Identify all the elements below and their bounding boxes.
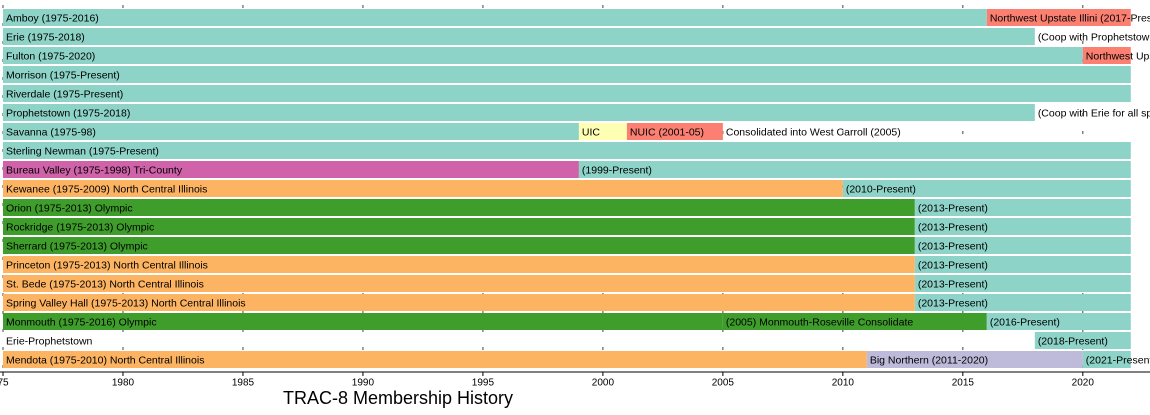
bar-segment xyxy=(578,123,627,140)
bar-segment xyxy=(1082,351,1131,368)
bar-segment xyxy=(866,351,1083,368)
segment-label: Savanna (1975-98) xyxy=(6,126,96,138)
bar-segment xyxy=(3,161,579,178)
bar-segment xyxy=(3,123,579,140)
segment-label: Orion (1975-2013) Olympic xyxy=(6,202,133,214)
segment-label: NUIC (2001-05) xyxy=(630,126,704,138)
bar-segment xyxy=(578,161,1131,178)
segment-label: Erie-Prophetstown xyxy=(6,335,93,347)
segment-label: Mendota (1975-2010) North Central Illino… xyxy=(6,354,204,366)
segment-label: (2010-Present) xyxy=(846,183,916,195)
segment-label: (2013-Present) xyxy=(918,240,988,252)
bar-segment xyxy=(3,218,915,235)
segment-label: Princeton (1975-2013) North Central Illi… xyxy=(6,259,208,271)
bar-segment xyxy=(914,294,1131,311)
segment-label: (2018-Present) xyxy=(1038,335,1108,347)
bar-segment xyxy=(914,237,1131,254)
bar-segment xyxy=(3,237,915,254)
segment-label: Sherrard (1975-2013) Olympic xyxy=(6,240,148,252)
segment-label: Fulton (1975-2020) xyxy=(6,50,95,62)
bar-segment xyxy=(3,275,915,292)
bar-segment xyxy=(3,9,987,26)
segment-label: St. Bede (1975-2013) North Central Illin… xyxy=(6,278,204,290)
segment-label: Erie (1975-2018) xyxy=(6,31,85,43)
bar-segment xyxy=(914,256,1131,273)
bar-segment xyxy=(3,104,1035,121)
segment-label: Northwest Upstate Illini (2021-Present) xyxy=(1086,50,1150,62)
bar-segment xyxy=(3,313,723,330)
bar-segment xyxy=(914,199,1131,216)
bar-segment xyxy=(626,123,723,140)
bar-segment xyxy=(3,66,1131,83)
bar-segment xyxy=(1082,47,1131,64)
segment-label: Spring Valley Hall (1975-2013) North Cen… xyxy=(6,297,246,309)
segment-label: (2021-Present) xyxy=(1086,354,1150,366)
bar-segment xyxy=(3,47,1083,64)
segment-label: Sterling Newman (1975-Present) xyxy=(6,145,159,157)
segment-label: Kewanee (1975-2009) North Central Illino… xyxy=(6,183,207,195)
bar-segment xyxy=(986,9,1131,26)
bar-segment xyxy=(986,313,1131,330)
x-tick-label: 1980 xyxy=(112,378,135,389)
segment-label: (Coop with Prophetstown for all sports) xyxy=(1038,31,1150,43)
segment-label: (1999-Present) xyxy=(582,164,652,176)
bar-segment xyxy=(3,28,1035,45)
segment-label: (2013-Present) xyxy=(918,278,988,290)
segment-label: Rockridge (1975-2013) Olympic xyxy=(6,221,154,233)
segment-label: Prophetstown (1975-2018) xyxy=(6,107,130,119)
segment-label: UIC xyxy=(582,126,601,138)
segment-label: Big Northern (2011-2020) xyxy=(870,354,988,366)
x-tick-label: 2015 xyxy=(952,378,975,389)
bar-segment xyxy=(914,218,1131,235)
x-tick-label: 1985 xyxy=(232,378,255,389)
x-tick-label: 1990 xyxy=(352,378,375,389)
x-tick-label: 2020 xyxy=(1072,378,1095,389)
bar-segment xyxy=(3,180,843,197)
segment-label: (2013-Present) xyxy=(918,297,988,309)
segment-label: (Coop with Erie for all sports) xyxy=(1038,107,1150,119)
x-tick-label: 2010 xyxy=(832,378,855,389)
bar-segment xyxy=(3,199,915,216)
segment-label: Bureau Valley (1975-1998) Tri-County xyxy=(6,164,183,176)
x-tick-label: 1995 xyxy=(472,378,495,389)
segment-label: Morrison (1975-Present) xyxy=(6,69,120,81)
segment-label: Monmouth (1975-2016) Olympic xyxy=(6,316,157,328)
bar-segment xyxy=(3,142,1131,159)
segment-label: Amboy (1975-2016) xyxy=(6,12,99,24)
bar-segment xyxy=(722,313,987,330)
x-tick-label: 2005 xyxy=(712,378,735,389)
segment-label: (2005) Monmouth-Roseville Consolidate xyxy=(726,316,914,328)
bar-segment xyxy=(914,275,1131,292)
segment-label: Riverdale (1975-Present) xyxy=(6,88,123,100)
segment-label: (2013-Present) xyxy=(918,202,988,214)
bar-segment xyxy=(842,180,1131,197)
bar-segment xyxy=(3,294,915,311)
chart-title: TRAC-8 Membership History xyxy=(283,388,513,408)
segment-label: (2013-Present) xyxy=(918,259,988,271)
segment-label: (2013-Present) xyxy=(918,221,988,233)
bar-segment xyxy=(3,85,1131,102)
bar-segment xyxy=(3,351,867,368)
bar-segment xyxy=(3,256,915,273)
x-tick-label: 75 xyxy=(0,378,9,389)
x-tick-label: 2000 xyxy=(592,378,615,389)
segment-label: (2016-Present) xyxy=(990,316,1060,328)
segment-label: Northwest Upstate Illini (2017-Present) xyxy=(990,12,1150,24)
segment-label: Consolidated into West Carroll (2005) xyxy=(726,126,901,138)
bar-segment xyxy=(1034,332,1131,349)
